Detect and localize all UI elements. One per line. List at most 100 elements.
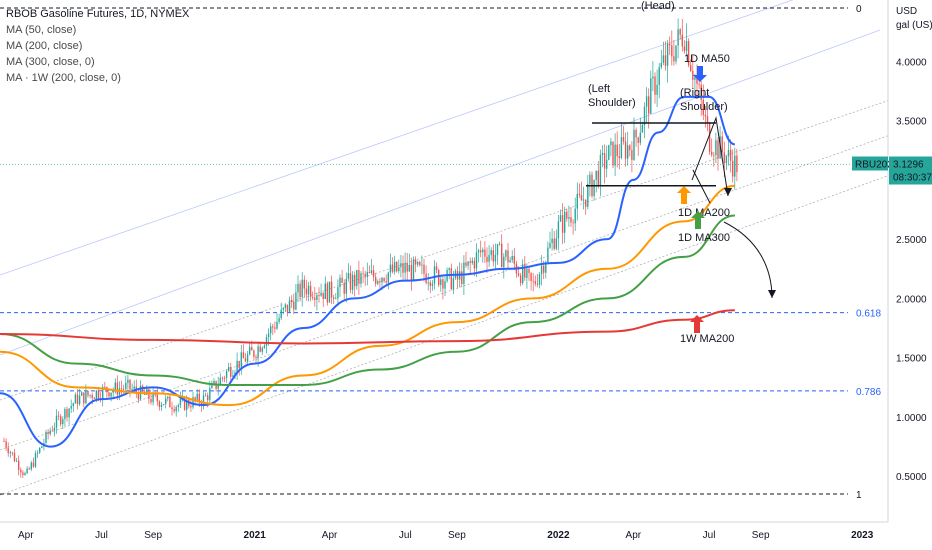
candle-body [89, 394, 91, 396]
candle-body [337, 287, 339, 299]
x-tick-label: Apr [626, 530, 642, 541]
candle-body [198, 393, 200, 403]
candle-body [18, 460, 20, 470]
candle-body [328, 281, 331, 303]
candle-body [645, 96, 648, 107]
candle-body [431, 283, 434, 286]
candle-body [230, 366, 232, 377]
projection-arrow-icon [768, 290, 776, 298]
candle-body [412, 259, 415, 280]
y-tick-label: 2.0000 [896, 294, 927, 305]
fib-label: 0.618 [856, 309, 881, 320]
candle-body [538, 274, 541, 285]
candle-body [305, 288, 308, 295]
candle-body [297, 283, 299, 293]
candle-body [238, 360, 240, 369]
channel-line [0, 29, 881, 356]
candle-body [708, 123, 711, 153]
candle-body [326, 283, 329, 303]
candle-body [467, 261, 469, 266]
candle-body [255, 356, 257, 359]
symbol-tag [852, 156, 888, 171]
candle-body [526, 268, 528, 278]
candle-body [57, 415, 60, 417]
candle-body [593, 179, 595, 196]
candle-body [564, 211, 566, 233]
legend-ma50: MA (50, close) [6, 24, 77, 36]
candle-body [20, 469, 22, 473]
candle-body [291, 299, 293, 302]
candle-body [240, 352, 242, 369]
candle-body [7, 447, 9, 454]
candle-body [190, 406, 192, 408]
candle-body [536, 283, 539, 285]
candle-body [253, 350, 255, 357]
candle-body [496, 244, 499, 255]
candle-body [534, 281, 536, 284]
candle-body [165, 398, 167, 405]
candle-body [339, 277, 341, 288]
candle-body [186, 399, 188, 410]
candle-body [68, 408, 70, 418]
x-tick-label: Apr [322, 530, 338, 541]
candle-body [11, 452, 14, 454]
candle-body [540, 265, 543, 275]
candle-body [480, 250, 482, 253]
y-axis-unit: gal (US) [896, 20, 932, 31]
candle-body [131, 388, 133, 390]
candle-body [318, 295, 320, 296]
candle-body [694, 77, 696, 80]
candle-body [614, 144, 616, 166]
candle-body [127, 379, 129, 383]
candle-body [13, 452, 16, 462]
candle-body [171, 407, 173, 410]
candle-body [246, 354, 249, 362]
x-tick-label: Apr [18, 530, 34, 541]
candle-body [123, 388, 125, 390]
candle-body [408, 264, 410, 272]
candle-body [379, 281, 381, 283]
candle-body [452, 278, 455, 290]
candle-body [433, 266, 436, 284]
candle-body [282, 307, 284, 310]
candle-body [624, 141, 627, 159]
candle-body [102, 386, 104, 399]
ma200-label: 1D MA200 [678, 207, 730, 219]
candle-body [347, 273, 350, 279]
candle-body [293, 301, 295, 310]
candle-body [324, 283, 326, 300]
candle-body [87, 390, 89, 396]
candle-body [488, 254, 490, 262]
legend-ma1w200: MA · 1W (200, close, 0) [6, 72, 121, 84]
candle-body [599, 154, 602, 186]
candle-body [78, 395, 81, 405]
candle-body [76, 394, 79, 405]
candle-body [723, 152, 725, 164]
price-tag-value: 3.1296 [893, 160, 924, 171]
candle-body [393, 261, 396, 272]
candle-body [498, 243, 501, 245]
candle-body [469, 261, 471, 263]
ma50-arrow-icon [697, 66, 703, 75]
right-shoulder-label: (Right [680, 87, 709, 99]
candle-body [173, 409, 175, 412]
candle-body [423, 264, 425, 274]
candle-body [5, 441, 7, 448]
candle-body [81, 392, 83, 396]
x-tick-label: 2023 [851, 530, 874, 541]
candle-body [589, 174, 591, 184]
candle-body [211, 383, 213, 389]
candle-body [662, 55, 665, 63]
candle-body [629, 145, 631, 151]
candle-body [204, 395, 207, 397]
candle-body [3, 441, 5, 442]
candle-body [301, 279, 303, 298]
candle-body [162, 404, 165, 406]
candle-body [385, 281, 387, 283]
candle-body [251, 347, 253, 351]
candle-body [267, 333, 270, 338]
candle-body [286, 304, 289, 312]
